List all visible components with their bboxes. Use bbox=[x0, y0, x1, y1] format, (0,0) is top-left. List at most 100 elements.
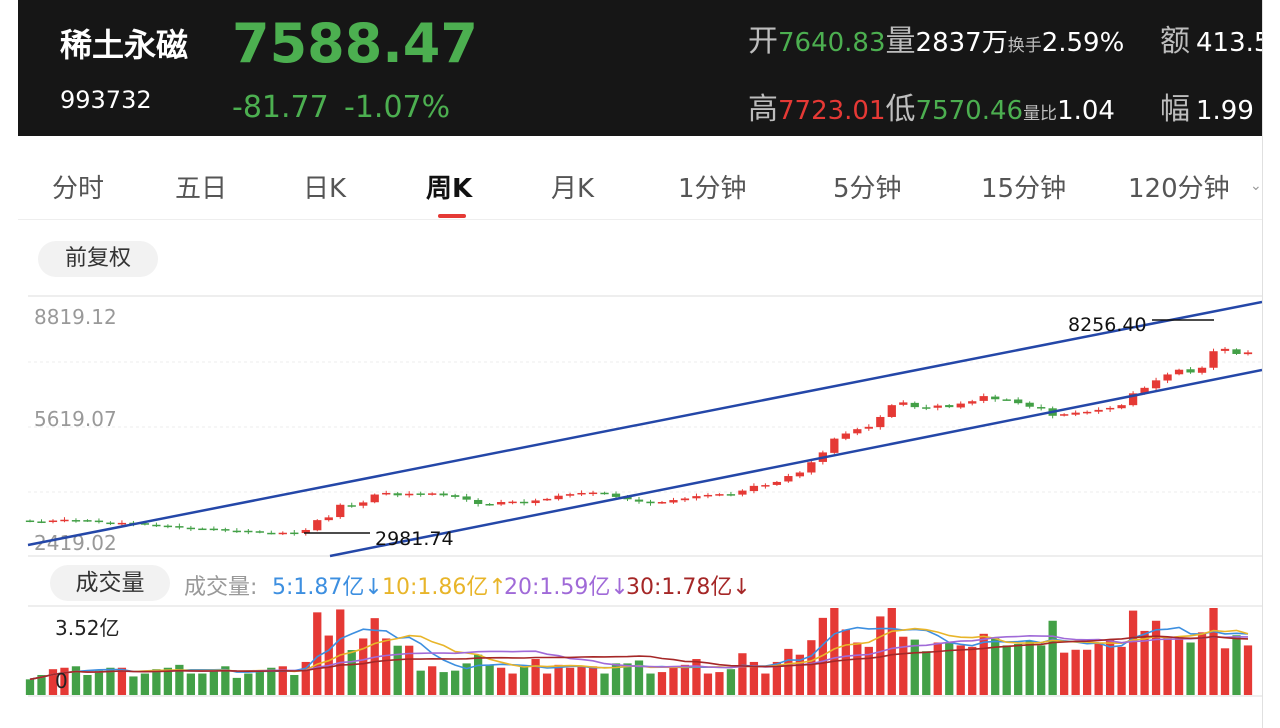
candle-body bbox=[611, 493, 621, 497]
volume-bar bbox=[244, 673, 253, 695]
candle-body bbox=[198, 528, 207, 531]
candle-body bbox=[71, 520, 81, 522]
volume-bar bbox=[876, 616, 885, 695]
candle-body bbox=[232, 530, 241, 533]
candle-body bbox=[991, 396, 1000, 400]
candle-body bbox=[60, 519, 69, 522]
candle-body bbox=[221, 529, 230, 531]
volume-bar bbox=[301, 661, 310, 695]
volume-bar bbox=[232, 677, 241, 695]
candle-body bbox=[83, 520, 92, 522]
volume-bar bbox=[738, 653, 747, 695]
candle-body bbox=[48, 520, 58, 523]
volume-ma20: 20:1.59亿↓ bbox=[504, 575, 629, 600]
volume-indicator-button[interactable]: 成交量 bbox=[50, 565, 170, 601]
low-annotation: 2981.74 bbox=[375, 528, 454, 550]
candle-body bbox=[853, 429, 862, 434]
candle-body bbox=[1105, 407, 1115, 410]
candle-body bbox=[680, 498, 690, 501]
volume-bar bbox=[1048, 620, 1057, 695]
volume-bar bbox=[864, 646, 873, 695]
candle-body bbox=[726, 494, 736, 496]
last-price: 7588.47 bbox=[232, 12, 478, 75]
tab-15-minute[interactable]: 15分钟 bbox=[981, 174, 1067, 204]
candle-body bbox=[1197, 367, 1207, 373]
candle-body bbox=[175, 526, 184, 528]
volume-bar bbox=[496, 667, 506, 695]
tab-daily-k[interactable]: 日K bbox=[303, 174, 347, 204]
volume-bar bbox=[336, 609, 345, 695]
volume-bar bbox=[140, 673, 150, 695]
candle-body bbox=[669, 500, 678, 503]
candle-body bbox=[347, 505, 356, 507]
amount-value: 413.5 bbox=[1196, 28, 1262, 58]
volume-bar bbox=[393, 645, 402, 695]
volume-bar bbox=[439, 672, 448, 695]
high-label: 高 bbox=[748, 92, 778, 127]
volume-ma30: 30:1.78亿↓ bbox=[626, 575, 751, 600]
candle-body bbox=[738, 490, 747, 495]
candle-body bbox=[588, 492, 598, 495]
candle-body bbox=[278, 532, 287, 535]
volume-bar bbox=[1117, 646, 1126, 695]
volume-bar bbox=[1105, 639, 1115, 695]
volume-bar bbox=[761, 673, 770, 695]
volume-bar bbox=[313, 612, 322, 695]
volume-ratio-value: 1.04 bbox=[1057, 96, 1115, 126]
y-axis-label-mid: 5619.07 bbox=[34, 407, 117, 431]
candle-body bbox=[186, 527, 196, 530]
open-value: 7640.83 bbox=[778, 28, 886, 58]
volume-bar bbox=[1060, 652, 1069, 695]
tab-intraday[interactable]: 分时 bbox=[52, 174, 105, 204]
candle-body bbox=[416, 493, 425, 495]
volume-bar bbox=[726, 669, 736, 695]
candle-body bbox=[473, 499, 483, 504]
volume-bar bbox=[278, 666, 287, 695]
tab-1-minute[interactable]: 1分钟 bbox=[678, 174, 747, 204]
volume-bar bbox=[186, 673, 196, 695]
volume-bar bbox=[1128, 610, 1138, 695]
candle-body bbox=[1186, 369, 1195, 373]
tab-weekly-k[interactable]: 周K bbox=[426, 174, 473, 204]
candle-body bbox=[899, 402, 908, 405]
chevron-down-icon[interactable]: ⌄ bbox=[1250, 178, 1262, 194]
volume-bar bbox=[267, 667, 276, 695]
candle-body bbox=[117, 522, 127, 525]
volume-bar bbox=[117, 667, 127, 695]
volume-bar bbox=[945, 642, 954, 695]
volume-bars bbox=[25, 608, 1253, 695]
volume-bar bbox=[221, 666, 230, 695]
volume-bar bbox=[1071, 649, 1080, 695]
tab-five-day[interactable]: 五日 bbox=[175, 174, 228, 204]
volume-bar bbox=[588, 666, 598, 695]
tab-monthly-k[interactable]: 月K bbox=[551, 174, 595, 204]
candle-body bbox=[1117, 405, 1126, 409]
candle-body bbox=[152, 524, 161, 527]
tab-120-minute[interactable]: 120分钟 bbox=[1128, 174, 1230, 204]
adjust-mode-button[interactable]: 前复权 bbox=[38, 241, 158, 277]
volume-bar bbox=[462, 663, 471, 695]
tab-5-minute[interactable]: 5分钟 bbox=[833, 174, 902, 204]
candle-body bbox=[163, 525, 173, 528]
candlesticks bbox=[25, 347, 1253, 536]
candle-body bbox=[94, 520, 104, 523]
price-change-pct: -1.07% bbox=[344, 90, 451, 125]
volume-bar bbox=[255, 670, 264, 695]
volume-bar bbox=[1197, 632, 1207, 695]
quote-row-2: 高7723.01低7570.46量比1.04 bbox=[748, 84, 1115, 128]
candle-body bbox=[244, 530, 253, 533]
volume-bar bbox=[519, 666, 529, 695]
candle-body bbox=[761, 485, 770, 487]
volume-bar bbox=[1220, 648, 1230, 695]
volume-bar bbox=[129, 676, 138, 695]
candle-body bbox=[336, 504, 345, 518]
volume-bar bbox=[657, 672, 667, 695]
volume-bar bbox=[531, 659, 540, 695]
volume-ma10: 10:1.86亿↑ bbox=[382, 575, 507, 600]
volume-ma-30-line bbox=[29, 635, 1249, 681]
volume-bar bbox=[565, 667, 575, 695]
volume-bar bbox=[1014, 643, 1023, 695]
candle-body bbox=[646, 501, 655, 504]
volume-bar bbox=[1002, 645, 1011, 695]
